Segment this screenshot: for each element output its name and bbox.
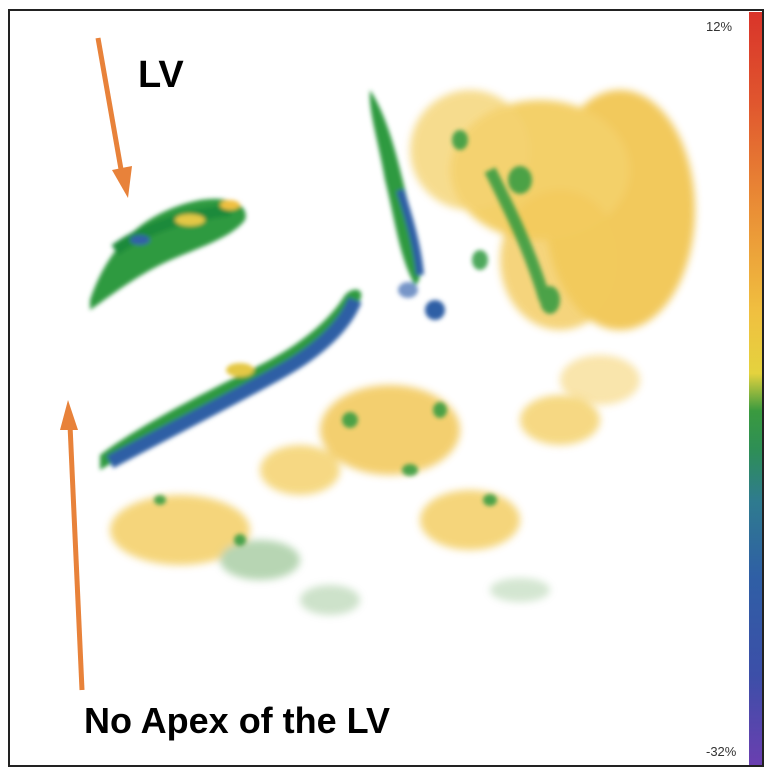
lv-septum-wall <box>100 289 362 470</box>
lower-scattered-region <box>110 385 600 615</box>
lv-annotation: LV <box>138 54 184 96</box>
yellow-region-right <box>410 90 695 405</box>
lower-green-dots <box>154 402 497 546</box>
apex-annotation: No Apex of the LV <box>84 700 390 741</box>
lv-upper-wall <box>90 198 246 310</box>
colorbar-max-label: 12% <box>706 19 733 34</box>
lv-arrow <box>95 37 132 198</box>
strain-colorbar <box>749 12 762 765</box>
green-patches-right <box>452 130 560 314</box>
colorbar-min-label: -32% <box>706 744 737 759</box>
apex-arrow <box>60 400 85 691</box>
central-streak <box>369 90 445 320</box>
